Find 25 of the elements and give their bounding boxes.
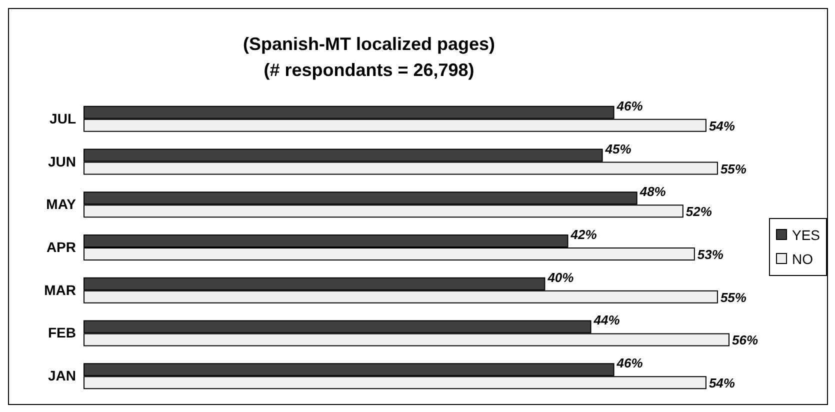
legend-label: YES — [792, 227, 820, 243]
data-label: 46% — [616, 98, 644, 114]
data-label: 48% — [638, 184, 666, 200]
data-label: 53% — [697, 247, 724, 262]
y-tick-label: MAY — [46, 196, 77, 212]
data-label: 54% — [708, 118, 736, 134]
y-tick-label: FEB — [48, 324, 76, 341]
data-label: 40% — [546, 270, 574, 285]
data-label: 42% — [570, 227, 598, 242]
data-label: 45% — [604, 141, 632, 156]
y-tick-label: APR — [46, 238, 76, 255]
y-tick-label: JUN — [48, 153, 76, 170]
y-tick-label: MAR — [44, 282, 76, 298]
y-tick-label: JUL — [50, 110, 76, 126]
data-label: 55% — [720, 290, 747, 305]
chart-subtitle: (# respondants = 26,798) — [262, 59, 476, 82]
chart-title: (Spanish-MT localized pages) — [242, 33, 496, 56]
data-label: 44% — [592, 312, 620, 328]
y-tick-label: JAN — [48, 368, 76, 384]
data-label: 46% — [616, 356, 644, 371]
data-label: 56% — [732, 332, 758, 348]
data-label: 54% — [708, 376, 736, 391]
data-label: 55% — [720, 161, 747, 176]
data-label: 52% — [686, 204, 712, 220]
legend-label: NO — [792, 251, 813, 267]
